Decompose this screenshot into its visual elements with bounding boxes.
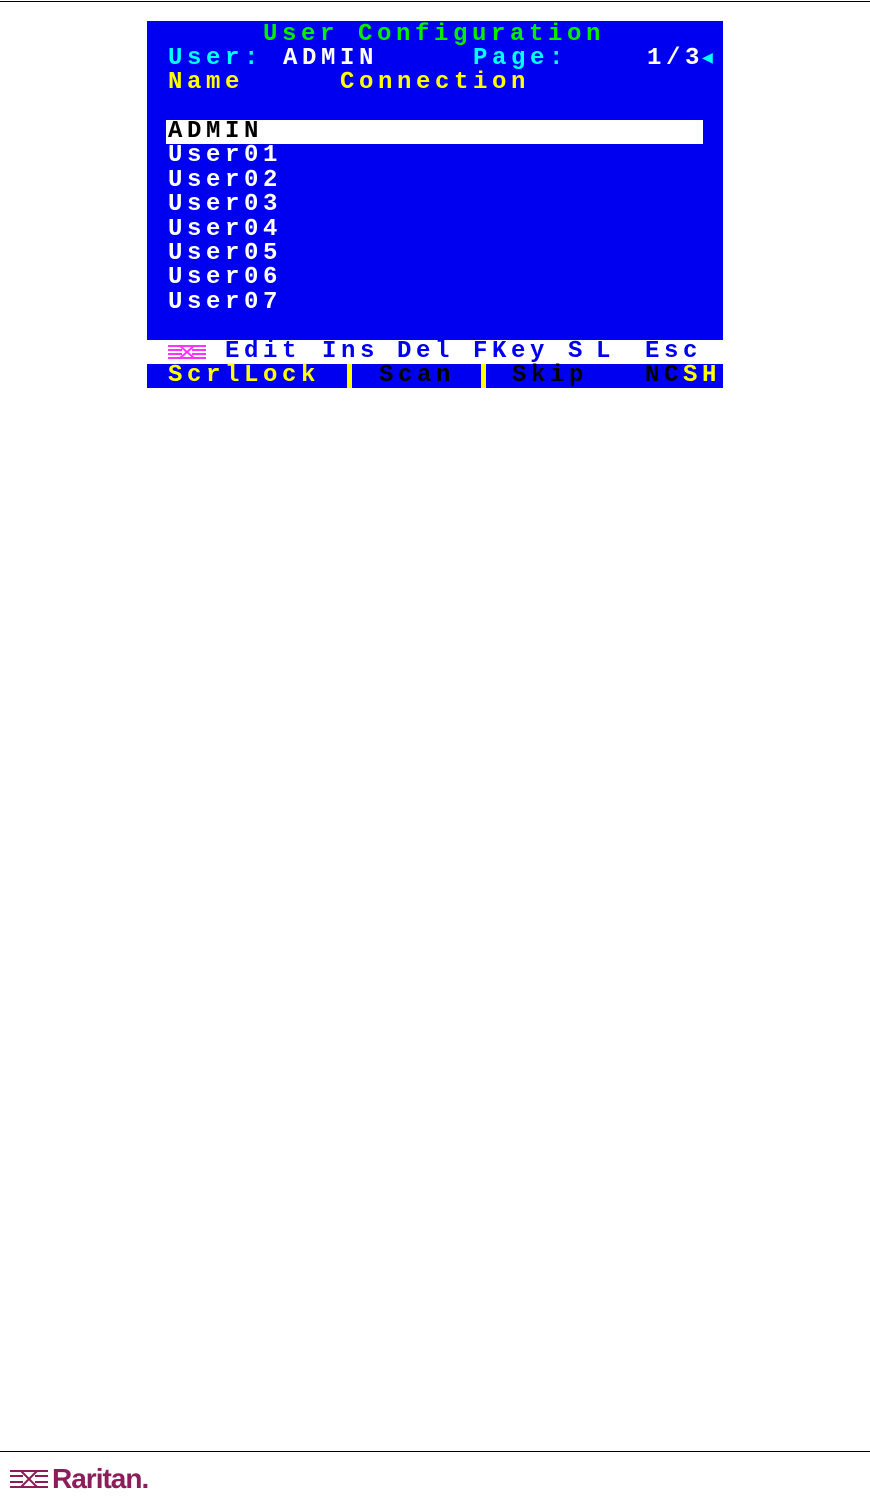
user-list-item[interactable]: User03 bbox=[168, 191, 283, 219]
status-separator bbox=[347, 364, 352, 388]
selection-highlight bbox=[166, 120, 703, 144]
function-key-l[interactable]: L bbox=[596, 338, 616, 365]
user-list-item[interactable]: User01 bbox=[168, 142, 283, 170]
arrow-left-icon[interactable]: ◀ bbox=[702, 49, 718, 69]
user-list-item[interactable]: ADMIN bbox=[168, 118, 264, 145]
function-key-s[interactable]: S bbox=[568, 338, 588, 365]
logo-text: Raritan. bbox=[52, 1463, 149, 1494]
column-connection: Connection bbox=[340, 69, 531, 96]
footer-rule bbox=[0, 1451, 870, 1452]
function-key-edit[interactable]: Edit bbox=[225, 338, 302, 365]
function-key-esc[interactable]: Esc bbox=[645, 338, 703, 365]
status-skip: Skip bbox=[512, 362, 589, 388]
status-sh: SH bbox=[683, 362, 722, 388]
page-value: 1/3 bbox=[647, 45, 705, 72]
function-key-del[interactable]: Del bbox=[397, 338, 455, 365]
function-key-fkey[interactable]: FKey bbox=[473, 338, 550, 365]
user-label: User: bbox=[168, 45, 264, 72]
user-list-item[interactable]: User04 bbox=[168, 215, 283, 243]
user-list-item[interactable]: User07 bbox=[168, 288, 283, 316]
user-list-item[interactable]: User06 bbox=[168, 264, 283, 292]
user-list-item[interactable]: User02 bbox=[168, 166, 283, 194]
status-scrllock: ScrlLock bbox=[168, 362, 321, 388]
raritan-mark-icon bbox=[10, 1470, 48, 1488]
kvm-osd-screen: User Configuration User: ADMIN Page: 1/3… bbox=[147, 21, 723, 388]
screen-title: User Configuration bbox=[263, 21, 606, 48]
top-rule bbox=[0, 1, 870, 2]
raritan-logo-icon bbox=[168, 345, 206, 359]
column-name: Name bbox=[168, 69, 245, 96]
raritan-logo: Raritan. bbox=[10, 1463, 149, 1495]
user-value: ADMIN bbox=[283, 45, 379, 72]
status-nc: NC bbox=[645, 362, 684, 388]
function-key-ins[interactable]: Ins bbox=[322, 338, 380, 365]
function-key-bar: Edit Ins Del FKey S L Esc bbox=[147, 340, 723, 364]
page-label: Page: bbox=[473, 45, 569, 72]
user-list-item[interactable]: User05 bbox=[168, 240, 283, 267]
status-separator bbox=[481, 364, 486, 388]
status-scan: Scan bbox=[379, 362, 456, 388]
